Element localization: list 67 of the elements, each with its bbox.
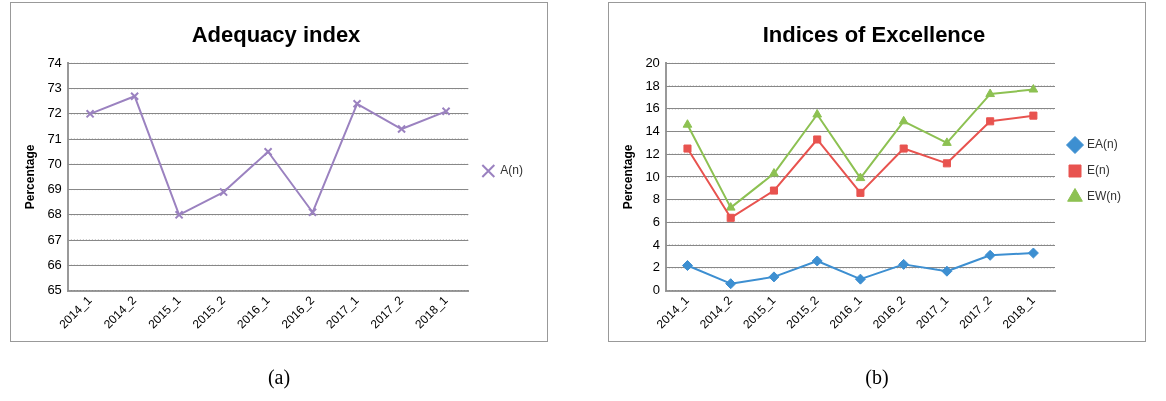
point	[681, 260, 693, 272]
point	[174, 210, 184, 220]
point	[1029, 111, 1038, 120]
point	[130, 91, 140, 101]
point	[769, 186, 778, 195]
point	[813, 135, 822, 144]
y-tick-label: 72	[47, 105, 62, 121]
point	[984, 249, 996, 261]
y-tick-label: 8	[652, 191, 660, 207]
text: (b)	[864, 366, 890, 389]
point	[985, 88, 995, 98]
point	[352, 99, 362, 109]
y-tick-label: 14	[645, 123, 660, 139]
y-tick-label: 20	[645, 54, 660, 70]
point	[941, 265, 953, 277]
point	[898, 115, 909, 125]
point	[942, 159, 951, 168]
point	[899, 144, 908, 153]
y-tick-label: 10	[645, 168, 660, 184]
y-tick-label: 65	[47, 282, 62, 298]
y-tick-label: 68	[47, 206, 62, 222]
chart-title: Indices of Excellence	[762, 22, 986, 48]
point	[441, 106, 451, 116]
legend-label: EA(n)	[1087, 137, 1118, 152]
point	[85, 109, 95, 119]
y-tick-label: 69	[47, 181, 62, 197]
point	[1028, 84, 1039, 93]
y-axis-title: Percentage	[22, 144, 37, 210]
point	[397, 124, 407, 134]
y-tick-label: 70	[47, 155, 62, 171]
y-tick-label: 67	[47, 231, 62, 247]
point	[263, 147, 273, 157]
point	[812, 109, 823, 118]
legend-label: EW(n)	[1087, 189, 1121, 204]
point	[856, 188, 865, 197]
point	[768, 271, 780, 283]
point	[725, 278, 737, 290]
y-tick-label: 18	[645, 77, 660, 93]
point	[308, 207, 318, 217]
point	[726, 213, 735, 222]
y-tick-label: 74	[47, 54, 62, 70]
y-tick-label: 73	[47, 80, 62, 96]
y-tick-label: 16	[645, 100, 660, 116]
point	[769, 168, 779, 177]
y-tick-label: 66	[47, 256, 62, 272]
y-tick-label: 71	[47, 130, 62, 146]
y-tick-label: 6	[652, 213, 660, 229]
y-tick-label: 2	[652, 259, 660, 275]
legend-label: E(n)	[1087, 163, 1110, 178]
point	[854, 273, 866, 285]
y-axis-title: Percentage	[620, 144, 635, 210]
point	[1027, 247, 1039, 259]
point	[942, 137, 952, 146]
y-tick-label: 0	[652, 282, 660, 298]
chart-title: Adequacy index	[191, 22, 362, 48]
point	[898, 258, 910, 270]
legend-label: A(n)	[500, 163, 523, 178]
y-tick-label: 4	[652, 236, 660, 252]
point	[855, 172, 866, 182]
y-tick-label: 12	[645, 145, 660, 161]
point	[683, 144, 692, 153]
point	[811, 255, 823, 267]
text: (a)	[266, 366, 292, 389]
point	[725, 202, 736, 211]
point	[986, 117, 995, 126]
point	[219, 187, 229, 197]
point	[682, 119, 693, 128]
